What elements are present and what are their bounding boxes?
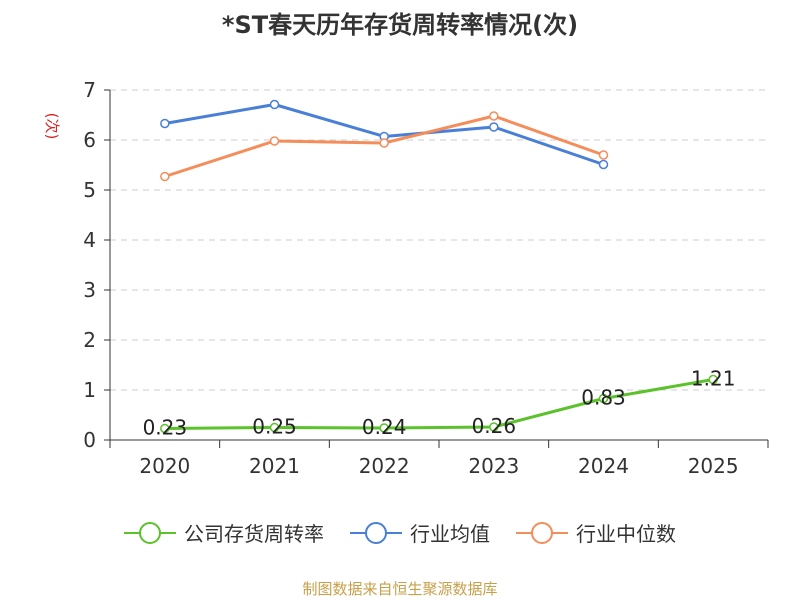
data-point <box>708 374 718 385</box>
y-axis-label: (次) <box>43 113 61 140</box>
data-label: 0.25 <box>252 415 297 439</box>
data-point <box>160 171 170 182</box>
y-tick-label: 6 <box>83 128 96 152</box>
data-label: 0.26 <box>472 414 517 438</box>
legend-item[interactable]: 公司存货周转率 <box>124 518 324 547</box>
legend-marker-icon <box>516 521 568 544</box>
x-tick-label: 2025 <box>688 454 739 478</box>
y-tick-label: 2 <box>83 328 96 352</box>
y-tick-label: 1 <box>83 378 96 402</box>
data-point <box>489 122 499 132</box>
data-point <box>269 136 280 146</box>
data-point <box>160 118 170 129</box>
data-point <box>598 393 609 404</box>
x-tick-label: 2021 <box>249 454 300 478</box>
data-point <box>269 422 280 433</box>
legend-item[interactable]: 行业均值 <box>350 518 490 547</box>
x-tick-label: 2024 <box>578 454 629 478</box>
data-point <box>379 423 389 433</box>
y-tick-label: 5 <box>83 178 96 202</box>
data-label: 0.23 <box>143 416 188 440</box>
data-point <box>160 423 170 434</box>
data-label: 0.24 <box>362 415 407 439</box>
legend-label: 行业中位数 <box>576 522 676 546</box>
source-note: 制图数据来自恒生聚源数据库 <box>302 580 498 598</box>
data-point <box>598 150 609 160</box>
data-label: 1.21 <box>691 367 736 391</box>
legend: 公司存货周转率 行业均值 行业中位数 <box>0 518 800 547</box>
data-point <box>269 99 280 110</box>
y-tick-label: 3 <box>83 278 96 302</box>
data-point <box>598 159 609 170</box>
data-point <box>489 111 499 121</box>
y-tick-label: 4 <box>83 228 96 252</box>
grid-lines <box>110 89 768 391</box>
legend-marker-icon <box>124 521 176 544</box>
series-layer: 0.23 0.25 0.24 0.26 0.83 1.21 <box>143 99 736 440</box>
legend-label: 公司存货周转率 <box>184 522 324 546</box>
series-line <box>164 378 714 430</box>
data-label: 0.83 <box>581 386 626 410</box>
legend-item[interactable]: 行业中位数 <box>516 518 676 547</box>
legend-marker-icon <box>350 521 402 544</box>
y-tick-label: 7 <box>83 78 96 102</box>
y-tick-label: 0 <box>83 428 96 452</box>
legend-label: 行业均值 <box>410 522 490 546</box>
data-point <box>379 138 389 148</box>
x-tick-label: 2023 <box>468 454 519 478</box>
data-point <box>489 422 499 432</box>
x-tick-label: 2020 <box>139 454 190 478</box>
x-tick-label: 2022 <box>359 454 410 478</box>
chart-title: *ST春天历年存货周转率情况(次) <box>221 11 579 39</box>
axes: 0 1 2 3 4 5 6 7 2020 2021 2022 2023 2024 2025 <box>83 78 769 478</box>
